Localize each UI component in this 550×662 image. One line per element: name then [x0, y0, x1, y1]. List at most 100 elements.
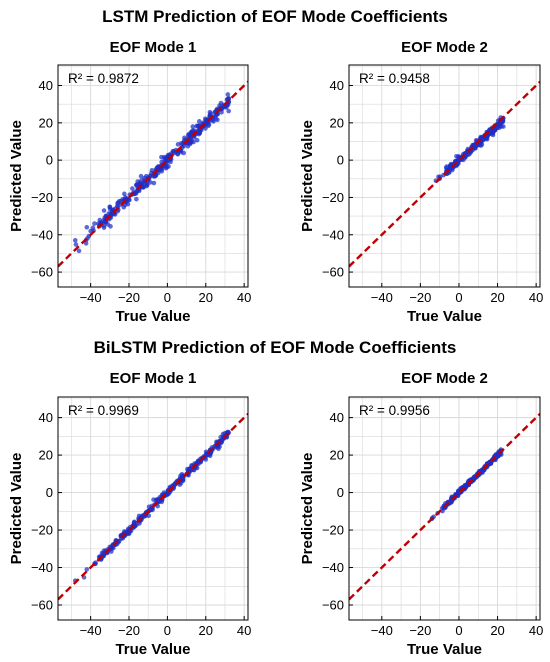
panel1-x-tick-label-2: 0 [455, 290, 462, 305]
panel0-data-point [134, 196, 139, 202]
panel2-y-tick-label-2: −20 [31, 523, 53, 538]
panel3-title: EOF Mode 2 [401, 370, 488, 387]
bilstm-mode1-panel: −40 −20 0 20 40 −60 −40 −20 0 20 40 R² = 0.9969 EOF … [8, 370, 251, 658]
panel0-x-axis-label: True Value [115, 308, 190, 325]
panel2-r2-label: R² = 0.9969 [68, 403, 139, 418]
panel0-data-point [122, 191, 127, 197]
panel2-data-point [166, 491, 172, 496]
panel1-title: EOF Mode 2 [401, 39, 488, 56]
panel3-reference-line [349, 413, 540, 601]
panel2-data-point [107, 544, 113, 550]
panel0-data-point [90, 225, 96, 231]
panel0-data-point [206, 123, 211, 129]
panel1-y-tick-label-2: −20 [322, 190, 344, 205]
panel0-data-point [211, 119, 216, 124]
panel0-y-tick-label-4: 20 [39, 115, 53, 130]
panel2-data-point [84, 567, 90, 572]
panel3-x-tick-label-0: −40 [371, 623, 393, 638]
panel1-y-tick-label-5: 40 [330, 78, 344, 93]
bilstm-mode2-panel: −40 −20 0 20 40 −60 −40 −20 0 20 40 R² = 0.9956 EOF … [299, 370, 543, 658]
panel1-data-point [490, 132, 496, 138]
panel3-y-tick-label-5: 40 [330, 410, 344, 425]
panel0-data-point [194, 137, 200, 143]
panel0-data-point [83, 241, 89, 246]
panel3-y-tick-label-4: 20 [330, 448, 344, 463]
panel0-data-point [189, 138, 194, 144]
panel3-x-axis-label: True Value [407, 641, 482, 658]
panel1-y-tick-label-4: 20 [330, 115, 344, 130]
panel1-y-axis-label: Predicted Value [299, 120, 316, 232]
panel2-x-tick-label-4: 40 [237, 623, 251, 638]
panel3-x-tick-label-1: −20 [409, 623, 431, 638]
panel3-x-tick-label-2: 0 [455, 623, 462, 638]
panel2-title: EOF Mode 1 [110, 370, 197, 387]
panel1-x-tick-label-4: 40 [529, 290, 543, 305]
panel0-data-point [185, 132, 191, 138]
panel2-y-tick-label-0: −60 [31, 598, 53, 613]
panel2-y-tick-label-4: 20 [39, 448, 53, 463]
panel0-x-tick-label-0: −40 [80, 290, 102, 305]
panel1-x-tick-label-3: 20 [490, 290, 504, 305]
panel2-grid [58, 397, 248, 620]
panel0-data-point [182, 135, 187, 141]
panel2-y-axis-label: Predicted Value [8, 453, 25, 565]
panel0-data-point [180, 142, 185, 147]
panel0-reference-line [58, 80, 248, 268]
panel2-frame [57, 396, 249, 621]
panel0-data-point [225, 92, 231, 97]
panel2-x-tick-label-2: 0 [164, 623, 171, 638]
panel0-y-tick-label-3: 0 [46, 153, 53, 168]
lstm-mode1-panel: −40 −20 0 20 40 −60 −40 −20 0 20 40 R² = 0.9872 EOF … [8, 39, 251, 325]
panel0-x-tick-label-2: 0 [164, 290, 171, 305]
panel1-y-tick-label-1: −40 [322, 227, 344, 242]
panel0-y-tick-label-0: −60 [31, 265, 53, 280]
panel0-data-point [197, 119, 202, 124]
panel3-grid [349, 397, 540, 620]
panel1-r2-label: R² = 0.9458 [359, 71, 430, 86]
panel0-data-point [151, 180, 157, 186]
section-title-lstm: LSTM Prediction of EOF Mode Coefficients [102, 7, 448, 26]
panel0-y-tick-label-1: −40 [31, 227, 53, 242]
panel1-data-point [454, 153, 459, 159]
panel0-data-point [226, 108, 231, 114]
panel1-y-tick-label-3: 0 [337, 153, 344, 168]
panel0-data-point [76, 248, 82, 254]
lstm-mode2-panel: −40 −20 0 20 40 −60 −40 −20 0 20 40 R² = 0.9458 EOF … [299, 39, 543, 325]
panel0-data-point [138, 173, 144, 179]
panel3-y-axis-label: Predicted Value [299, 453, 316, 565]
panel2-data-point [161, 490, 167, 495]
panel3-y-tick-label-1: −40 [322, 560, 344, 575]
panel1-grid [349, 65, 540, 287]
panel1-x-tick-label-0: −40 [371, 290, 393, 305]
panel1-data-point [479, 137, 485, 142]
panel0-data-point [197, 128, 203, 133]
panel1-y-tick-label-0: −60 [322, 265, 344, 280]
section-title-bilstm: BiLSTM Prediction of EOF Mode Coefficien… [94, 338, 457, 357]
panel3-y-tick-label-2: −20 [322, 523, 344, 538]
panel0-data-point [72, 238, 78, 243]
panel3-r2-label: R² = 0.9956 [359, 403, 430, 418]
panel2-reference-line [58, 413, 248, 601]
panel3-x-tick-label-4: 40 [529, 623, 543, 638]
panel2-x-tick-label-3: 20 [199, 623, 213, 638]
panel1-reference-line [349, 80, 540, 268]
panel0-data-point [208, 111, 213, 117]
panel0-data-point [149, 167, 155, 173]
panel2-x-axis-label: True Value [115, 641, 190, 658]
panel0-y-axis-label: Predicted Value [8, 120, 25, 232]
panel0-y-tick-label-2: −20 [31, 190, 53, 205]
panel3-data-point [495, 452, 500, 458]
panel0-data-point [106, 211, 112, 216]
panel3-x-tick-label-3: 20 [490, 623, 504, 638]
panel0-data-point [130, 186, 135, 191]
panel0-data-point [126, 197, 132, 202]
panel0-r2-label: R² = 0.9872 [68, 71, 139, 86]
panel0-frame [57, 64, 249, 288]
panel0-data-point [152, 173, 158, 179]
panel0-data-point [143, 173, 149, 179]
panel1-data-point [501, 124, 506, 129]
panel0-data-point [92, 221, 97, 226]
panel0-data-point [73, 242, 79, 247]
panel0-y-tick-label-5: 40 [39, 78, 53, 93]
